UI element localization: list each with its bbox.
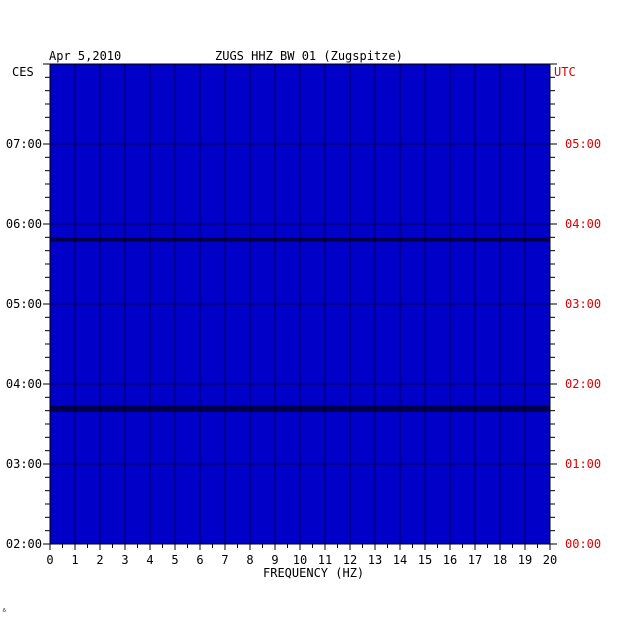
spectrogram-chart: 02:0003:0004:0005:0006:0007:00 00:0001:0… <box>6 63 601 567</box>
